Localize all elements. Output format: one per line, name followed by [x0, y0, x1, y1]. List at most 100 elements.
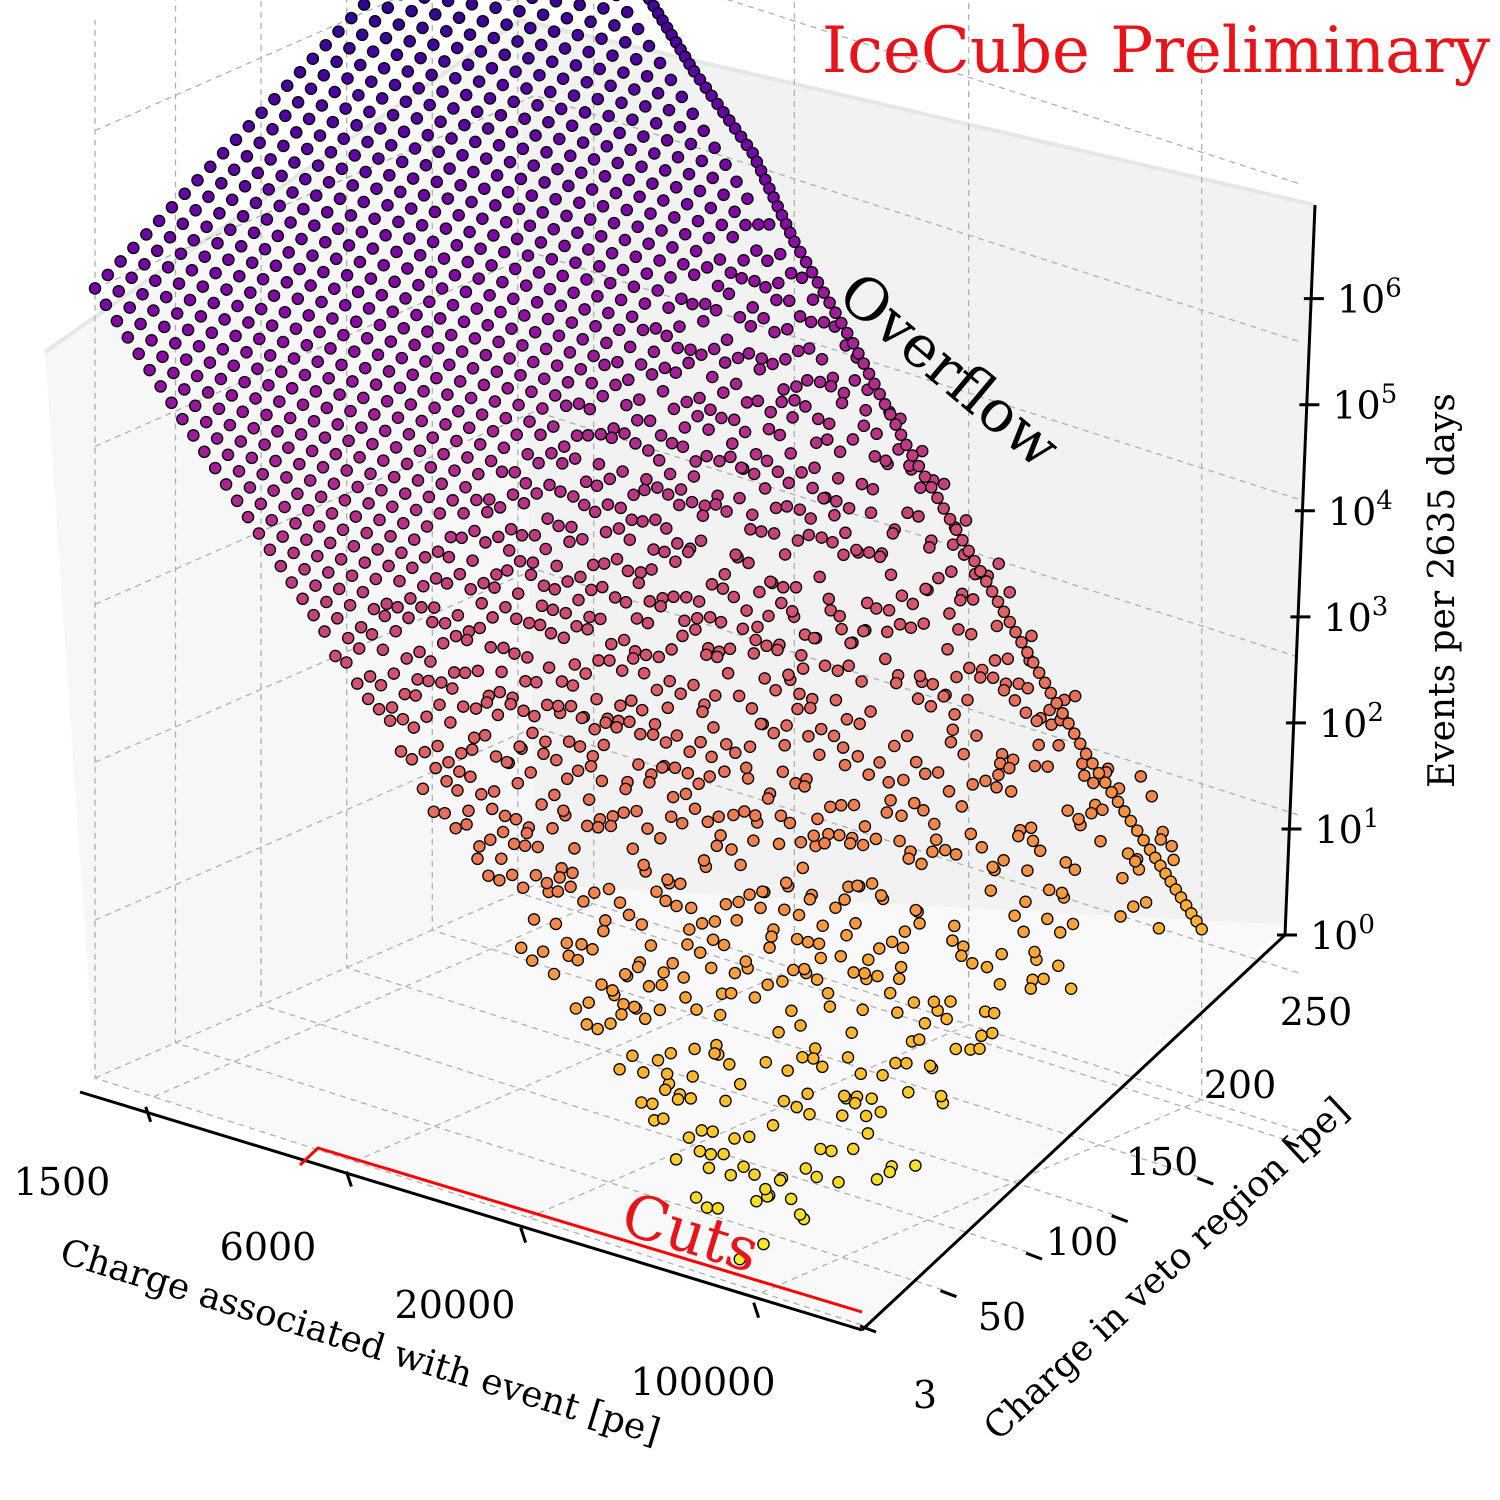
surface-point-1691: [387, 667, 401, 680]
surface-point-890: [689, 623, 702, 636]
surface-point-942: [654, 599, 667, 613]
surface-point-1332: [630, 804, 643, 818]
surface-point-1280: [664, 810, 678, 823]
surface-point-709: [519, 279, 533, 292]
surface-point-1083: [353, 255, 367, 269]
surface-point-1212: [535, 599, 549, 613]
surface-point-1635: [411, 673, 424, 686]
surface-point-1745: [363, 670, 377, 683]
surface-point-1596: [588, 886, 601, 899]
surface-point-1638: [444, 716, 457, 729]
surface-point-969: [324, 145, 338, 159]
surface-point-1164: [614, 699, 627, 712]
surface-point-1165: [625, 694, 638, 707]
surface-point-554: [591, 290, 604, 303]
surface-point-265: [1028, 759, 1042, 773]
surface-point-1785: [198, 445, 211, 459]
surface-point-547: [514, 172, 528, 186]
surface-point-18: [708, 141, 721, 155]
surface-point-1582: [413, 645, 426, 659]
surface-point-16: [686, 107, 699, 121]
surface-point-1274: [599, 716, 612, 729]
surface-point-601: [534, 236, 548, 249]
surface-point-504: [636, 323, 650, 337]
surface-point-643: [368, 15, 382, 28]
surface-point-1060: [727, 808, 740, 822]
y-tick-label-5: 250: [1280, 990, 1353, 1034]
surface-point-1744: [352, 642, 366, 655]
surface-point-1618: [225, 389, 239, 402]
surface-point-343: [675, 292, 688, 305]
surface-point-533: [1041, 912, 1054, 926]
surface-point-1780: [143, 363, 156, 377]
surface-point-1120: [779, 876, 793, 890]
x-axis-title: Charge associated with event [pe]: [55, 1231, 664, 1453]
surface-point-633: [884, 794, 897, 807]
surface-point-1689: [365, 628, 379, 641]
surface-point-1024: [300, 142, 314, 156]
surface-point-433: [463, 28, 477, 41]
surface-point-566: [733, 491, 746, 505]
surface-point-382: [498, 48, 511, 62]
surface-point-577: [864, 705, 877, 718]
surface-point-748: [354, 58, 367, 72]
surface-point-938: [610, 552, 624, 566]
surface-point-673: [696, 509, 710, 522]
surface-point-191: [768, 325, 781, 339]
surface-point-1500: [723, 1058, 736, 1071]
surface-point-556: [612, 323, 626, 337]
surface-point-1328: [575, 711, 589, 725]
surface-point-1266: [511, 587, 525, 600]
surface-point-407: [771, 465, 785, 479]
surface-point-232: [602, 109, 615, 123]
grid-line-y-9: [517, 0, 1286, 1141]
surface-point-1049: [574, 570, 587, 584]
surface-point-588: [392, 18, 406, 31]
surface-point-1273: [588, 722, 601, 736]
surface-point-1747: [385, 701, 399, 714]
surface-point-1369: [398, 487, 412, 500]
surface-point-1323: [510, 612, 523, 626]
surface-point-1735: [254, 497, 268, 511]
surface-point-154: [988, 654, 1002, 667]
surface-point-660: [554, 299, 568, 313]
surface-point-1236: [841, 1051, 855, 1064]
surface-point-418: [913, 669, 927, 683]
surface-point-526: [964, 827, 978, 841]
surface-point-1722: [112, 285, 125, 298]
surface-point-718: [618, 427, 631, 440]
surface-point-1185: [240, 150, 254, 163]
surface-point-1058: [694, 735, 707, 749]
overflow-point-52: [799, 255, 813, 269]
surface-point-661: [565, 316, 579, 329]
surface-point-632: [873, 756, 886, 769]
surface-point-1489: [548, 788, 561, 802]
surface-point-1382: [540, 698, 554, 712]
surface-point-1054: [639, 648, 653, 662]
surface-point-491: [494, 108, 508, 122]
surface-point-636: [928, 817, 941, 831]
surface-point-1413: [265, 319, 279, 332]
surface-point-128: [671, 150, 685, 164]
surface-point-1199: [393, 381, 407, 395]
surface-point-119: [573, 0, 586, 12]
surface-point-1134: [286, 186, 299, 199]
surface-point-1639: [455, 746, 468, 760]
surface-point-490: [483, 92, 497, 105]
surface-point-1419: [331, 418, 344, 431]
surface-point-383: [509, 65, 522, 78]
surface-point-683: [827, 729, 841, 743]
surface-point-489: [472, 75, 486, 88]
surface-point-1186: [251, 166, 265, 180]
surface-point-576: [853, 717, 866, 731]
surface-point-361: [882, 604, 896, 617]
surface-point-1048: [563, 535, 576, 549]
surface-point-1457: [198, 250, 211, 263]
surface-point-677: [751, 620, 764, 634]
surface-point-499: [582, 243, 595, 256]
surface-point-1775: [88, 282, 102, 295]
surface-point-736: [836, 741, 850, 754]
surface-point-1074: [255, 106, 268, 119]
surface-point-249: [788, 394, 801, 407]
surface-point-1492: [591, 821, 605, 834]
